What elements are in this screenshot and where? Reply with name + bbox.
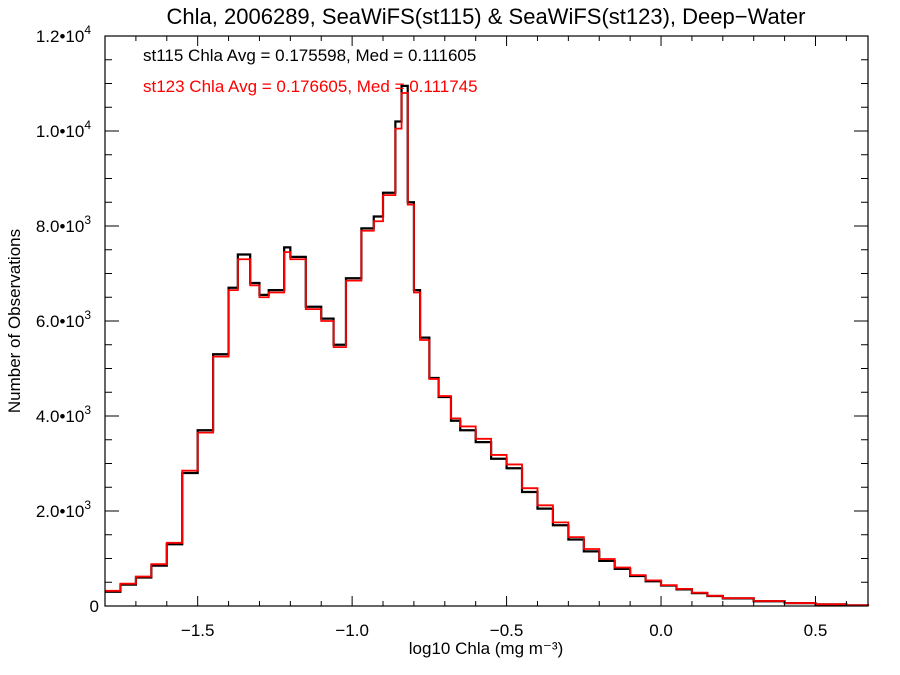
y-tick-mantissa: 1.0•10 bbox=[36, 122, 85, 141]
y-tick-exponent: 3 bbox=[84, 308, 91, 322]
y-tick-label: 8.0•103 bbox=[36, 213, 92, 236]
x-axis-label: log10 Chla (mg m⁻³) bbox=[409, 639, 563, 658]
y-tick-mantissa: 0 bbox=[90, 597, 99, 616]
y-tick-mantissa: 1.2•10 bbox=[36, 27, 85, 46]
y-tick-label: 1.2•104 bbox=[36, 23, 92, 46]
annotation-2: st123 Chla Avg = 0.176605, Med = 0.11174… bbox=[143, 77, 478, 96]
y-tick-mantissa: 4.0•10 bbox=[36, 407, 85, 426]
y-tick-exponent: 4 bbox=[84, 118, 91, 132]
series-line-2 bbox=[105, 92, 869, 607]
x-tick-label: −1.0 bbox=[335, 621, 369, 640]
chart-title: Chla, 2006289, SeaWiFS(st115) & SeaWiFS(… bbox=[167, 4, 806, 29]
y-tick-label: 1.0•104 bbox=[36, 118, 92, 141]
x-tick-label: −1.5 bbox=[181, 621, 215, 640]
y-tick-mantissa: 8.0•10 bbox=[36, 217, 85, 236]
annotation-group: st115 Chla Avg = 0.175598, Med = 0.11160… bbox=[143, 46, 478, 96]
x-tick-label: 0.5 bbox=[804, 621, 828, 640]
x-tick-label: −0.5 bbox=[490, 621, 524, 640]
y-tick-label: 4.0•103 bbox=[36, 403, 92, 426]
series-layer bbox=[105, 84, 870, 607]
y-tick-mantissa: 2.0•10 bbox=[36, 502, 85, 521]
y-tick-label: 2.0•103 bbox=[36, 498, 92, 521]
y-tick-exponent: 3 bbox=[84, 403, 91, 417]
y-axis-ticks: 02.0•1034.0•1036.0•1038.0•1031.0•1041.2•… bbox=[36, 23, 868, 616]
x-tick-label: 0.0 bbox=[649, 621, 673, 640]
y-tick-exponent: 4 bbox=[84, 23, 91, 37]
y-tick-mantissa: 6.0•10 bbox=[36, 312, 85, 331]
y-tick-label: 0 bbox=[90, 597, 99, 616]
annotation-1: st115 Chla Avg = 0.175598, Med = 0.11160… bbox=[143, 46, 476, 65]
x-axis-ticks: −1.5 −1.0 −0.5 0.0 0.5 bbox=[104, 36, 847, 640]
y-tick-label: 6.0•103 bbox=[36, 308, 92, 331]
y-tick-exponent: 3 bbox=[84, 213, 91, 227]
y-axis-label: Number of Observations bbox=[5, 229, 24, 413]
y-tick-exponent: 3 bbox=[84, 498, 91, 512]
